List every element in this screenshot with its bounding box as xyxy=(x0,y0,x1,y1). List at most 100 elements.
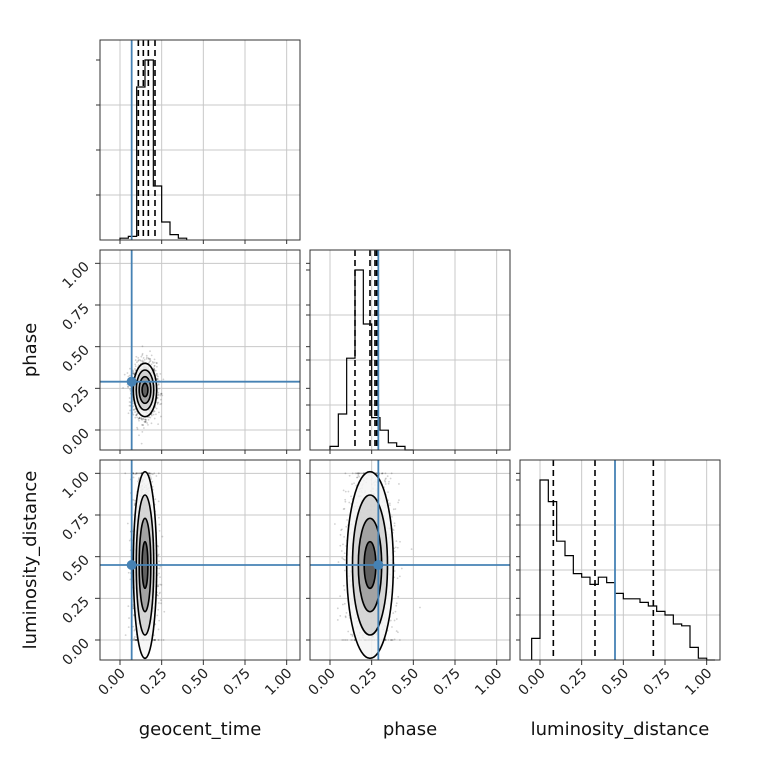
scatter-point xyxy=(134,639,137,641)
scatter-point xyxy=(341,639,344,641)
scatter-point xyxy=(150,414,153,417)
scatter-point xyxy=(156,614,159,617)
scatter-point xyxy=(394,546,397,549)
scatter-point xyxy=(351,635,354,637)
scatter-point xyxy=(157,594,160,597)
scatter-point xyxy=(160,392,163,395)
scatter-point xyxy=(151,473,154,476)
scatter-point xyxy=(134,359,137,361)
scatter-point xyxy=(159,398,162,401)
scatter-point xyxy=(388,504,391,507)
scatter-point xyxy=(342,558,345,561)
scatter-point xyxy=(153,639,156,641)
scatter-point xyxy=(134,639,136,641)
scatter-point xyxy=(142,418,145,421)
scatter-point xyxy=(342,543,344,546)
x-tick-label: 0.75 xyxy=(430,666,463,699)
scatter-point xyxy=(154,639,156,641)
scatter-point xyxy=(155,407,158,410)
scatter-point xyxy=(393,522,396,525)
scatter-point xyxy=(140,417,143,419)
scatter-point xyxy=(156,365,158,368)
scatter-point xyxy=(343,552,346,555)
scatter-point xyxy=(145,354,148,357)
scatter-point xyxy=(128,617,130,619)
scatter-point xyxy=(152,413,155,416)
scatter-point xyxy=(157,639,160,641)
scatter-point xyxy=(124,472,127,475)
scatter-point xyxy=(157,608,160,611)
scatter-point xyxy=(355,472,358,475)
scatter-point xyxy=(132,408,135,411)
scatter-point xyxy=(395,630,398,632)
scatter-point xyxy=(396,577,399,580)
scatter-point xyxy=(123,373,126,376)
scatter-point xyxy=(387,639,390,641)
scatter-point xyxy=(341,557,344,559)
scatter-point xyxy=(419,606,421,609)
scatter-point xyxy=(344,616,347,619)
scatter-point xyxy=(393,524,396,527)
panel-frame xyxy=(99,249,301,451)
scatter-point xyxy=(128,374,131,377)
y-tick-label: 1.00 xyxy=(59,259,92,292)
scatter-point xyxy=(342,508,345,511)
scatter-point xyxy=(157,602,160,604)
scatter-point xyxy=(388,480,390,483)
scatter-point xyxy=(381,472,383,475)
scatter-point xyxy=(157,423,160,426)
scatter-point xyxy=(148,472,151,475)
scatter-point xyxy=(390,515,393,518)
scatter-point xyxy=(132,498,135,501)
scatter-point xyxy=(137,418,140,420)
scatter-point xyxy=(384,639,387,641)
scatter-point xyxy=(344,472,347,475)
scatter-point xyxy=(132,405,135,408)
scatter-point xyxy=(128,404,131,407)
scatter-point xyxy=(339,533,342,536)
scatter-point xyxy=(153,367,155,370)
panel-frame xyxy=(99,39,301,241)
scatter-point xyxy=(137,480,139,483)
scatter-point xyxy=(155,413,157,416)
scatter-point xyxy=(157,401,160,404)
scatter-point xyxy=(343,602,346,605)
scatter-point xyxy=(137,472,140,475)
scatter-point xyxy=(134,368,136,370)
scatter-point xyxy=(397,595,400,598)
y-axis-label: phase xyxy=(20,323,41,377)
x-axis-label: phase xyxy=(383,719,437,740)
scatter-point xyxy=(155,475,158,477)
scatter-point xyxy=(159,576,161,579)
scatter-point xyxy=(391,626,393,628)
x-tick-label: 0.75 xyxy=(220,666,253,699)
scatter-point xyxy=(356,476,358,479)
scatter-point xyxy=(153,365,156,367)
scatter-point xyxy=(149,474,151,477)
scatter-point xyxy=(345,525,348,528)
scatter-point xyxy=(157,391,160,394)
scatter-point xyxy=(148,472,151,475)
y-tick-label: 0.00 xyxy=(59,636,92,669)
scatter-point xyxy=(353,482,355,485)
scatter-point xyxy=(127,375,130,378)
histogram-step xyxy=(119,59,188,240)
scatter-point xyxy=(354,472,357,475)
scatter-point xyxy=(132,607,135,610)
scatter-point xyxy=(137,359,140,361)
scatter-point xyxy=(400,567,403,570)
scatter-point xyxy=(141,430,144,433)
scatter-point xyxy=(132,370,135,373)
scatter-point xyxy=(133,637,136,640)
scatter-point xyxy=(140,418,143,421)
scatter-point xyxy=(393,550,396,553)
scatter-point xyxy=(154,369,157,372)
scatter-point xyxy=(160,639,163,641)
scatter-point xyxy=(343,559,346,561)
scatter-point xyxy=(159,591,161,594)
scatter-point xyxy=(138,417,141,420)
scatter-point xyxy=(333,523,336,525)
scatter-point xyxy=(142,424,145,426)
y-tick-label: 0.50 xyxy=(59,342,92,375)
scatter-point xyxy=(128,397,131,399)
